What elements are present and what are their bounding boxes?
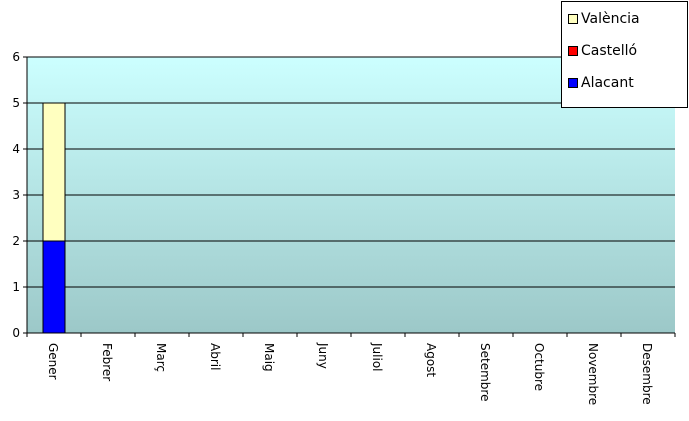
bar-segment	[42, 102, 66, 242]
y-tick-label: 3	[12, 188, 20, 202]
y-tick-label: 4	[12, 142, 20, 156]
x-tick-label: Novembre	[586, 343, 600, 405]
legend-swatch	[568, 46, 578, 56]
x-tick-label: Desembre	[640, 343, 654, 405]
x-tick-label: Octubre	[532, 343, 546, 391]
x-tick-label: Gener	[46, 343, 60, 380]
y-tick-label: 5	[12, 96, 20, 110]
x-tick-label: Maig	[262, 343, 276, 372]
legend: València Castelló Alacant	[561, 1, 688, 108]
legend-label: València	[581, 11, 640, 27]
legend-item: Alacant	[568, 74, 634, 92]
legend-swatch	[568, 14, 578, 24]
y-tick-label: 6	[12, 50, 20, 64]
x-tick-label: Març	[154, 343, 168, 372]
y-tick-label: 2	[12, 234, 20, 248]
y-tick-label: 1	[12, 280, 20, 294]
x-tick-label: Setembre	[478, 343, 492, 401]
x-tick-label: Agost	[424, 343, 438, 377]
y-tick-label: 0	[12, 326, 20, 340]
legend-item: València	[568, 10, 640, 28]
legend-label: Castelló	[581, 43, 638, 59]
legend-swatch	[568, 78, 578, 88]
x-tick-label: Abril	[208, 343, 222, 370]
bar-segment	[42, 240, 66, 334]
x-tick-label: Juny	[316, 342, 330, 369]
legend-label: Alacant	[581, 75, 634, 91]
x-tick-label: Juliol	[370, 342, 384, 372]
legend-item: Castelló	[568, 42, 637, 60]
x-tick-label: Febrer	[100, 343, 114, 381]
